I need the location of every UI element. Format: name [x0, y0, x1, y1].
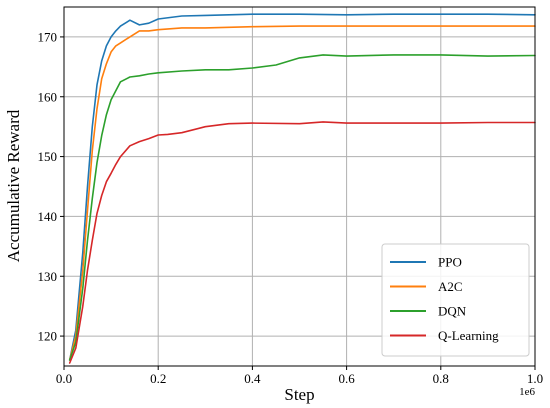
x-tick-label: 0.4: [244, 371, 261, 386]
y-axis-title: Accumulative Reward: [4, 109, 23, 262]
y-tick-label: 140: [38, 209, 58, 224]
series-line-ppo: [68, 13, 536, 361]
legend-label-ppo: PPO: [438, 255, 462, 270]
axis-ticks: 0.0 0.2 0.4 0.6 0.8 1.0 120 130 140 150 160 170: [38, 29, 544, 386]
plot-frame: [63, 6, 536, 367]
x-tick-label: 0.8: [433, 371, 449, 386]
x-tick-label: 0.6: [338, 371, 355, 386]
y-tick-label: 170: [38, 29, 58, 44]
x-tick-label: 0.0: [56, 371, 72, 386]
y-tick-label: 160: [38, 89, 58, 104]
series-lines: [68, 13, 536, 364]
x-tick-label: 0.2: [150, 371, 166, 386]
series-line-q-learning: [68, 121, 536, 364]
y-tick-label: 120: [38, 329, 58, 344]
y-tick-label: 150: [38, 149, 58, 164]
legend: PPO A2C DQN Q-Learning: [381, 243, 530, 357]
x-axis-offset-label: 1e6: [519, 386, 535, 398]
legend-entries: PPO A2C DQN Q-Learning: [390, 255, 499, 343]
legend-box: [381, 243, 530, 357]
series-line-a2c: [68, 25, 536, 361]
series-line-dqn: [68, 54, 536, 361]
legend-label-q-learning: Q-Learning: [438, 328, 499, 343]
legend-label-a2c: A2C: [438, 279, 463, 294]
x-axis-title: Step: [284, 385, 314, 404]
legend-label-dqn: DQN: [438, 304, 467, 319]
x-tick-label: 1.0: [527, 371, 543, 386]
y-tick-label: 130: [38, 269, 58, 284]
